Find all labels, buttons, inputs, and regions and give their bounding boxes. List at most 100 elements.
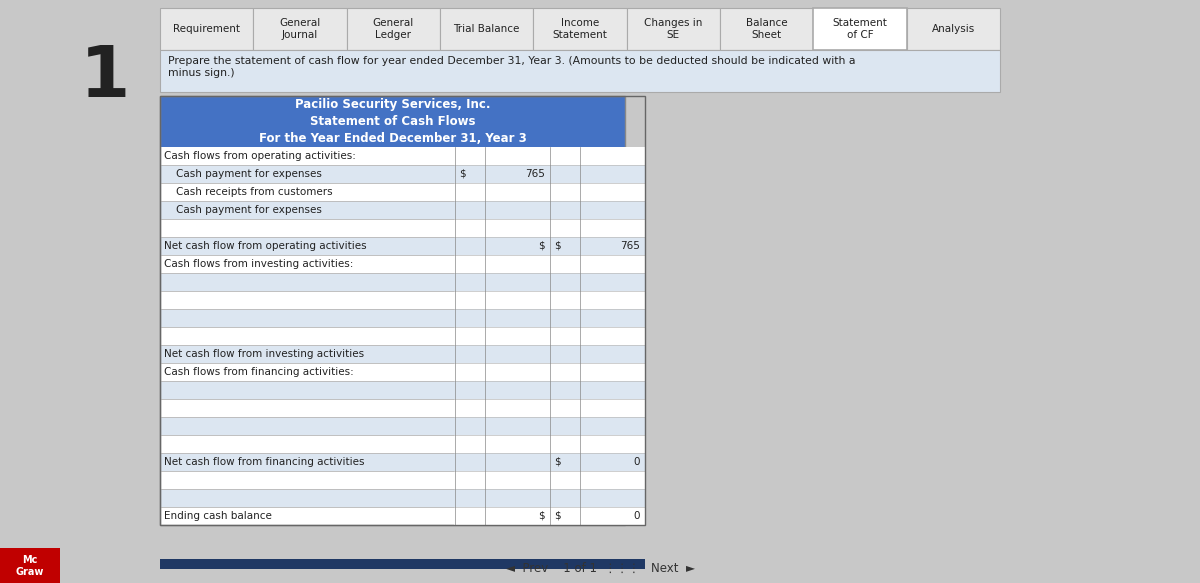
Bar <box>454 471 646 489</box>
Text: $: $ <box>539 241 545 251</box>
Text: Net cash flow from financing activities: Net cash flow from financing activities <box>164 457 365 467</box>
Bar <box>454 219 646 237</box>
Bar <box>160 453 625 471</box>
Text: Statement of Cash Flows: Statement of Cash Flows <box>310 115 475 128</box>
Text: 0: 0 <box>634 511 640 521</box>
Bar <box>160 147 625 165</box>
Text: For the Year Ended December 31, Year 3: For the Year Ended December 31, Year 3 <box>259 132 527 145</box>
Bar <box>720 8 814 50</box>
Text: 765: 765 <box>620 241 640 251</box>
Text: $: $ <box>516 241 523 251</box>
Bar <box>814 8 907 50</box>
Bar <box>454 309 646 327</box>
Text: $: $ <box>461 169 468 179</box>
Bar <box>454 255 646 273</box>
Bar <box>160 309 625 327</box>
Bar <box>626 8 720 50</box>
Bar <box>454 363 646 381</box>
Text: $: $ <box>539 511 545 521</box>
Bar <box>454 453 646 471</box>
Text: 765: 765 <box>486 169 506 179</box>
Text: 0: 0 <box>614 457 622 467</box>
Bar <box>440 8 533 50</box>
Bar <box>454 237 646 255</box>
Text: Mc
Graw: Mc Graw <box>16 555 44 577</box>
Text: Balance
Sheet: Balance Sheet <box>746 18 787 40</box>
Bar <box>454 291 646 309</box>
Bar <box>454 345 646 363</box>
Text: Statement
of CF: Statement of CF <box>833 18 888 40</box>
Text: Trial Balance: Trial Balance <box>454 24 520 34</box>
Bar <box>454 489 646 507</box>
Text: Net cash flow from investing activities: Net cash flow from investing activities <box>164 349 364 359</box>
Bar <box>454 165 646 183</box>
Bar <box>160 363 625 381</box>
Bar <box>160 50 1000 92</box>
Text: Changes in
SE: Changes in SE <box>644 18 702 40</box>
Bar <box>160 417 625 435</box>
Text: Analysis: Analysis <box>931 24 974 34</box>
Bar <box>347 8 440 50</box>
Text: Ending cash balance: Ending cash balance <box>164 511 272 521</box>
Bar <box>454 201 646 219</box>
Bar <box>160 237 625 255</box>
Bar <box>907 8 1000 50</box>
Bar <box>454 399 646 417</box>
Text: 0: 0 <box>634 457 640 467</box>
Bar <box>160 255 625 273</box>
Bar <box>160 507 625 525</box>
Text: Cash flows from financing activities:: Cash flows from financing activities: <box>164 367 354 377</box>
Bar <box>160 113 625 130</box>
Bar <box>454 507 646 525</box>
Bar <box>160 559 550 569</box>
Bar <box>454 381 646 399</box>
Bar <box>160 201 625 219</box>
Text: Cash payment for expenses: Cash payment for expenses <box>176 169 322 179</box>
Bar <box>550 559 646 569</box>
Bar <box>160 327 625 345</box>
Text: General
Ledger: General Ledger <box>373 18 414 40</box>
Bar <box>160 130 625 147</box>
Text: 0: 0 <box>614 511 622 521</box>
Text: Prepare the statement of cash flow for year ended December 31, Year 3. (Amounts : Prepare the statement of cash flow for y… <box>168 56 856 78</box>
Bar <box>160 8 253 50</box>
Text: General
Journal: General Journal <box>280 18 320 40</box>
Bar <box>160 96 646 525</box>
Bar <box>454 327 646 345</box>
Text: $: $ <box>499 511 506 521</box>
Bar <box>160 471 625 489</box>
Bar <box>160 381 625 399</box>
Text: ◄  Prev    1 of 1  ⋮⋮⋮   Next  ►: ◄ Prev 1 of 1 ⋮⋮⋮ Next ► <box>505 562 695 575</box>
Bar <box>0 548 60 583</box>
Text: Cash payment for expenses: Cash payment for expenses <box>176 205 322 215</box>
Bar <box>454 273 646 291</box>
Bar <box>160 219 625 237</box>
Bar <box>160 96 625 113</box>
Bar <box>533 8 626 50</box>
Text: Cash flows from operating activities:: Cash flows from operating activities: <box>164 151 356 161</box>
Text: $: $ <box>554 511 560 521</box>
Bar <box>160 399 625 417</box>
Text: $: $ <box>554 457 560 467</box>
Bar <box>160 291 625 309</box>
Text: 1: 1 <box>80 43 130 112</box>
Bar <box>160 489 625 507</box>
Text: Income
Statement: Income Statement <box>552 18 607 40</box>
Text: Cash flows from investing activities:: Cash flows from investing activities: <box>164 259 353 269</box>
Text: Requirement: Requirement <box>173 24 240 34</box>
Bar <box>160 435 625 453</box>
Bar <box>253 8 347 50</box>
Bar <box>160 345 625 363</box>
Bar <box>454 183 646 201</box>
Bar <box>160 183 625 201</box>
Bar <box>160 165 625 183</box>
Text: 765: 765 <box>601 241 622 251</box>
Bar <box>160 96 625 525</box>
Text: Pacilio Security Services, Inc.: Pacilio Security Services, Inc. <box>295 98 491 111</box>
Text: Net cash flow from operating activities: Net cash flow from operating activities <box>164 241 367 251</box>
Bar <box>160 273 625 291</box>
Bar <box>454 435 646 453</box>
Bar <box>454 147 646 165</box>
Text: $: $ <box>458 169 466 179</box>
Bar <box>454 417 646 435</box>
